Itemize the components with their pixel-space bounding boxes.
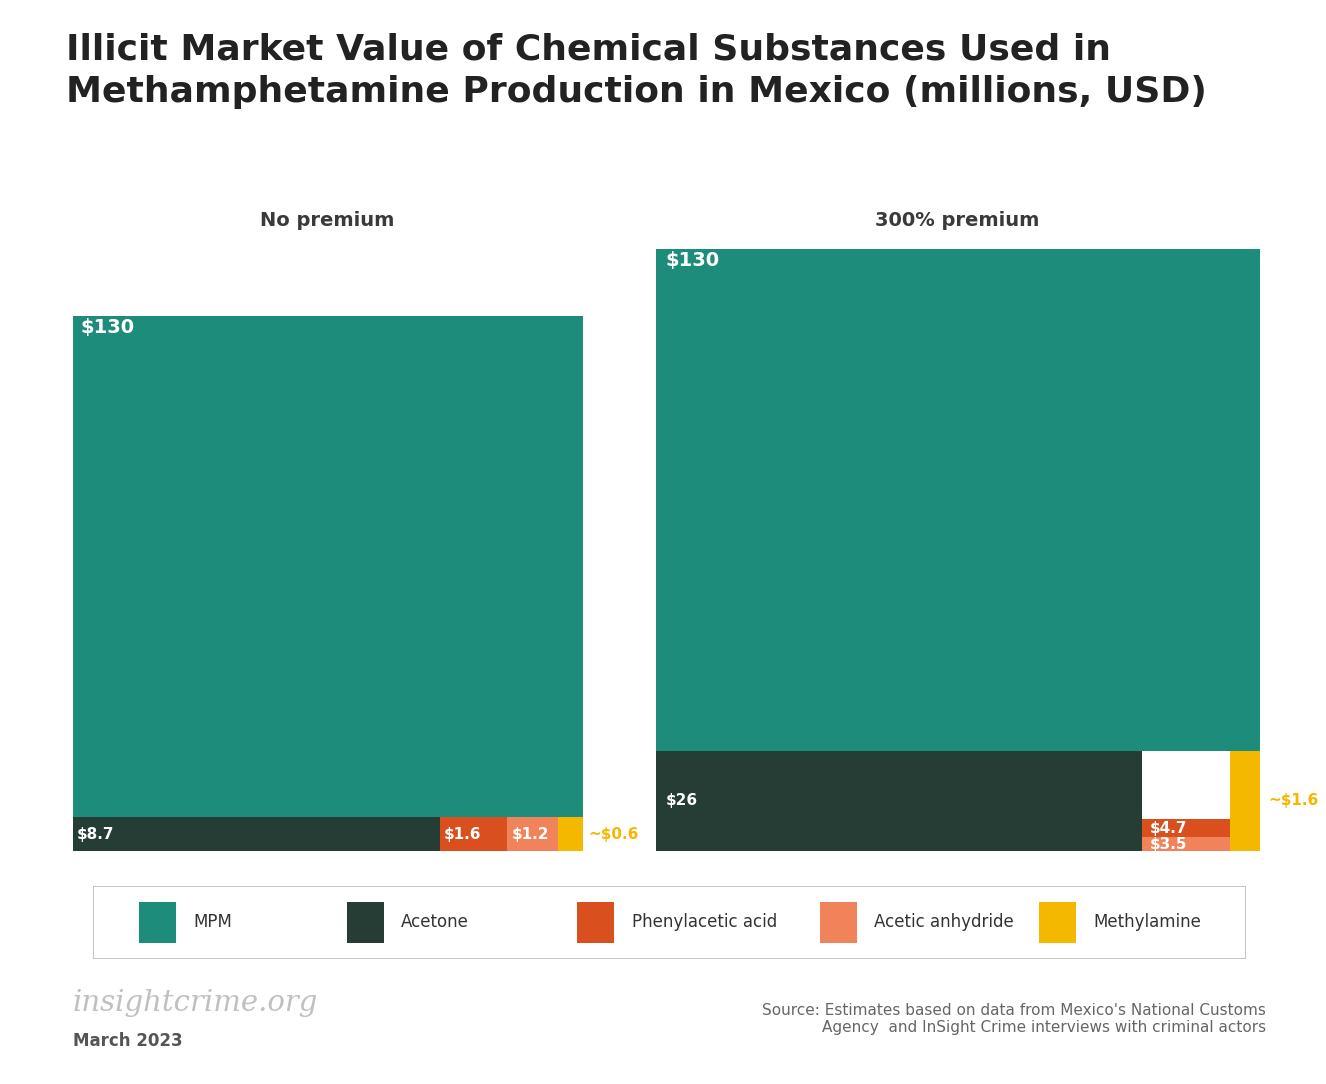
Bar	[73, 317, 583, 817]
Bar	[346, 902, 383, 943]
Text: ~$0.6: ~$0.6	[589, 827, 639, 841]
Bar	[440, 817, 508, 851]
Bar	[508, 817, 558, 851]
Text: No premium: No premium	[260, 210, 395, 230]
Text: insightcrime.org: insightcrime.org	[73, 989, 318, 1017]
Text: March 2023: March 2023	[73, 1032, 183, 1050]
Bar	[1142, 820, 1229, 838]
Bar	[577, 902, 614, 943]
Bar	[656, 249, 1260, 750]
Text: $3.5: $3.5	[1150, 837, 1187, 852]
Text: $130: $130	[666, 251, 720, 270]
Bar	[73, 817, 440, 851]
Text: Methylamine: Methylamine	[1093, 914, 1201, 931]
Text: Phenylacetic acid: Phenylacetic acid	[631, 914, 777, 931]
Bar	[1142, 838, 1229, 851]
Text: Acetic anhydride: Acetic anhydride	[874, 914, 1013, 931]
Text: 300% premium: 300% premium	[875, 210, 1040, 230]
Bar	[819, 902, 857, 943]
Text: $8.7: $8.7	[77, 827, 114, 841]
Text: MPM: MPM	[194, 914, 232, 931]
Text: Source: Estimates based on data from Mexico's National Customs
Agency  and InSig: Source: Estimates based on data from Mex…	[762, 1003, 1266, 1035]
Text: Illicit Market Value of Chemical Substances Used in
Methamphetamine Production i: Illicit Market Value of Chemical Substan…	[66, 33, 1207, 108]
Text: Acetone: Acetone	[400, 914, 468, 931]
Text: $130: $130	[81, 318, 135, 337]
Bar	[139, 902, 176, 943]
Bar	[1038, 902, 1075, 943]
Text: $1.2: $1.2	[512, 827, 549, 841]
Bar	[1229, 750, 1260, 851]
Text: $26: $26	[666, 793, 697, 809]
Text: $1.6: $1.6	[444, 827, 481, 841]
Bar	[656, 750, 1142, 851]
Bar	[558, 817, 583, 851]
Text: ~$1.6: ~$1.6	[1269, 793, 1319, 809]
Text: $4.7: $4.7	[1150, 821, 1187, 836]
